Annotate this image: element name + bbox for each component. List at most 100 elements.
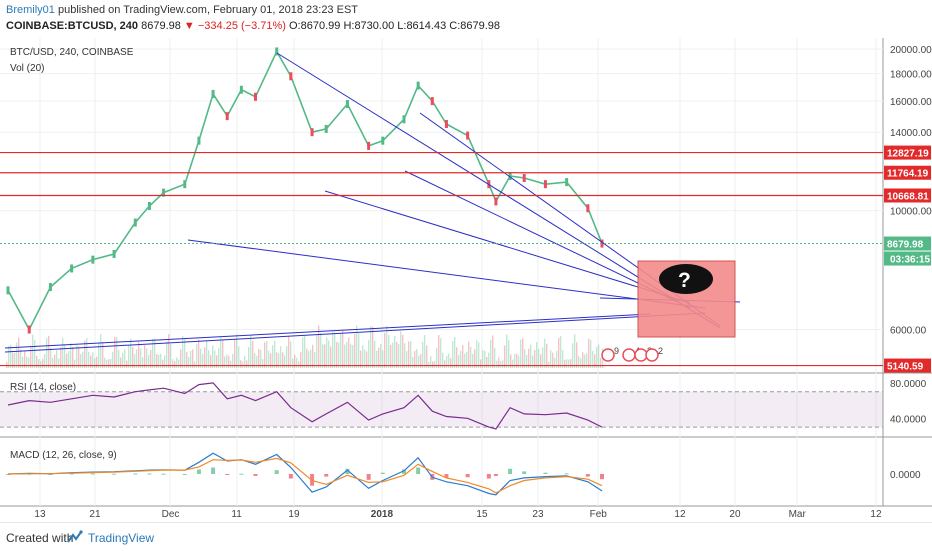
event-marker-icon[interactable] [601, 348, 615, 362]
volume-bar [358, 333, 360, 368]
time-tick-label: 12 [870, 509, 882, 520]
volume-bar [506, 334, 508, 368]
volume-bar [120, 357, 122, 368]
volume-bar [484, 350, 486, 368]
volume-bar [306, 348, 308, 368]
volume-bar [86, 337, 88, 368]
price-candle [402, 115, 406, 124]
price-candle [345, 100, 349, 109]
publish-line: Bremily01 published on TradingView.com, … [6, 4, 358, 16]
author-link[interactable]: Bremily01 [6, 4, 55, 16]
volume-bar [74, 359, 76, 368]
volume-bar [158, 354, 160, 368]
volume-bar [472, 353, 474, 368]
volume-bar [244, 355, 246, 368]
volume-bar [598, 344, 600, 368]
volume-bar [318, 325, 320, 368]
macd-histogram-bar [416, 467, 421, 474]
macd-histogram-bar [465, 474, 470, 478]
volume-bar [12, 352, 14, 368]
trendline[interactable] [324, 190, 691, 304]
volume-bar [504, 345, 506, 368]
volume-bar [68, 351, 70, 368]
volume-bar [200, 348, 202, 368]
level-label-bg [884, 145, 931, 160]
volume-bar [166, 341, 168, 368]
volume-bar [270, 353, 272, 368]
volume-bar [38, 359, 40, 368]
trendline[interactable] [4, 312, 706, 353]
macd-histogram-bar [345, 468, 350, 474]
volume-bar [302, 337, 304, 368]
volume-bar [368, 340, 370, 368]
volume-bar [562, 350, 564, 368]
volume-bar [416, 349, 418, 368]
macd-histogram-bar [600, 474, 604, 480]
macd-histogram-bar [585, 474, 590, 477]
volume-bar [396, 341, 398, 368]
volume-bar [478, 342, 480, 368]
tradingview-brand-link[interactable]: TradingView [88, 531, 155, 545]
time-tick-label: 15 [476, 509, 488, 520]
volume-bar [186, 351, 188, 368]
volume-bar [550, 350, 552, 368]
macd-histogram-bar [274, 470, 279, 474]
volume-bar [104, 357, 106, 368]
macd-histogram-bar [69, 473, 74, 475]
macd-histogram-bar [90, 473, 95, 475]
chart-canvas[interactable]: 20000.00 18000.00 16000.00 14000.00 10000.00… [0, 38, 932, 522]
event-marker-icon[interactable] [645, 348, 659, 362]
volume-bar [528, 348, 530, 368]
volume-bar [60, 347, 62, 368]
volume-bar [424, 335, 426, 368]
volume-bar [36, 356, 38, 368]
event-marker-icon[interactable] [622, 348, 636, 362]
macd-histogram-bar [508, 468, 513, 474]
price-tick-label: 6000.00 [890, 326, 927, 337]
volume-bar [334, 332, 336, 368]
volume-bar [92, 352, 94, 368]
price-change: ▼ −334.25 (−3.71%) [183, 20, 286, 32]
price-candle [508, 172, 512, 181]
volume-bar [24, 351, 26, 368]
publish-info: published on TradingView.com, February 0… [54, 4, 359, 16]
price-candle [381, 136, 385, 145]
volume-bar [444, 360, 446, 368]
volume-bar [32, 334, 34, 368]
volume-bar [588, 338, 590, 368]
time-tick-label: 13 [34, 509, 46, 520]
volume-bar [388, 335, 390, 368]
volume-bar [144, 345, 146, 368]
high-value: H:8730.00 [343, 20, 395, 32]
volume-bar [314, 351, 316, 368]
macd-histogram-bar [380, 472, 385, 474]
volume-bar [544, 338, 546, 368]
volume-bar [546, 343, 548, 368]
volume-bar [20, 349, 22, 368]
event-marker-icon[interactable] [634, 348, 648, 362]
volume-bar [590, 339, 592, 368]
volume-bar [480, 359, 482, 368]
volume-bar [330, 346, 332, 368]
volume-bar [78, 346, 80, 368]
volume-bar [384, 332, 386, 368]
trendline[interactable] [187, 239, 706, 309]
volume-bar [300, 352, 302, 368]
volume-bar [534, 349, 536, 368]
volume-bar [310, 349, 312, 368]
volume-bar [106, 359, 108, 368]
volume-bar [298, 361, 300, 368]
volume-bar [524, 349, 526, 368]
volume-bar [222, 339, 224, 368]
volume-bar [34, 339, 36, 368]
volume-bar [510, 354, 512, 368]
price-candle [27, 325, 31, 334]
volume-bar [282, 352, 284, 368]
volume-bar [420, 354, 422, 368]
trendline[interactable] [4, 313, 651, 349]
volume-bar [216, 355, 218, 368]
volume-bar [448, 353, 450, 368]
level-label: 10668.81 [887, 191, 929, 202]
volume-bar [102, 341, 104, 368]
volume-bar [66, 353, 68, 368]
